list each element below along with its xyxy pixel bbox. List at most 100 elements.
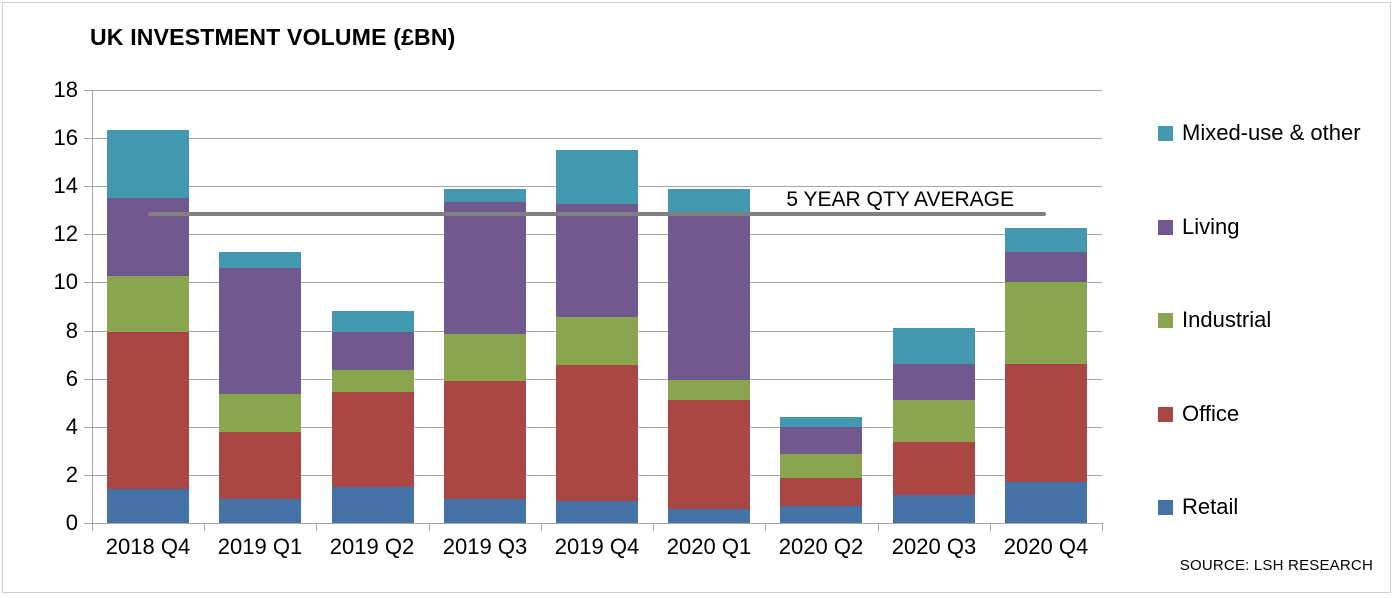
bar-segment-industrial-2020-Q2 <box>780 454 862 478</box>
legend-swatch-icon <box>1158 125 1173 141</box>
legend-item-retail: Retail <box>1158 493 1238 521</box>
legend-label: Mixed-use & other <box>1182 120 1361 145</box>
bar-segment-mixed-use-other-2020-Q3 <box>893 328 975 364</box>
bar-segment-retail-2019-Q3 <box>444 499 526 523</box>
bar-segment-office-2020-Q1 <box>668 400 750 509</box>
bar-segment-mixed-use-other-2018-Q4 <box>107 130 189 198</box>
legend-swatch-icon <box>1158 406 1173 422</box>
bar-segment-retail-2020-Q2 <box>780 506 862 523</box>
legend-item-industrial: Industrial <box>1158 306 1271 334</box>
bar-segment-mixed-use-other-2019-Q1 <box>219 252 301 268</box>
y-axis-tick <box>84 138 92 139</box>
bar-segment-living-2019-Q4 <box>556 204 638 317</box>
bar-segment-mixed-use-other-2020-Q4 <box>1005 228 1087 252</box>
gridline <box>92 90 1102 91</box>
x-axis-label: 2018 Q4 <box>105 534 191 559</box>
x-axis-label: 2020 Q2 <box>778 534 864 559</box>
y-axis-label: 12 <box>53 221 78 246</box>
x-axis-tick <box>541 523 542 531</box>
bar-segment-mixed-use-other-2020-Q1 <box>668 189 750 213</box>
bar-segment-office-2019-Q2 <box>332 392 414 487</box>
bar-segment-retail-2019-Q4 <box>556 501 638 523</box>
bar-segment-retail-2020-Q3 <box>893 495 975 523</box>
x-axis-label: 2019 Q4 <box>554 534 640 559</box>
bar-segment-industrial-2020-Q4 <box>1005 282 1087 364</box>
y-axis-tick <box>84 523 92 524</box>
y-axis-tick <box>84 379 92 380</box>
average-line <box>148 212 1046 216</box>
x-axis-tick <box>878 523 879 531</box>
chart-title: UK INVESTMENT VOLUME (£BN) <box>90 24 456 50</box>
y-axis-label: 18 <box>53 77 78 102</box>
bar-segment-industrial-2020-Q3 <box>893 400 975 442</box>
x-axis-label: 2019 Q2 <box>329 534 415 559</box>
bar-segment-industrial-2020-Q1 <box>668 380 750 400</box>
bar-segment-industrial-2019-Q4 <box>556 317 638 365</box>
x-axis-label: 2019 Q3 <box>442 534 528 559</box>
legend-swatch-icon <box>1158 219 1173 235</box>
bar-segment-retail-2020-Q1 <box>668 509 750 523</box>
bar-segment-industrial-2019-Q3 <box>444 334 526 381</box>
bar-segment-living-2020-Q3 <box>893 364 975 400</box>
y-axis-label: 10 <box>53 269 78 294</box>
bar-segment-retail-2020-Q4 <box>1005 482 1087 523</box>
bar-segment-mixed-use-other-2019-Q4 <box>556 150 638 204</box>
x-axis <box>92 523 1102 524</box>
x-axis-tick <box>653 523 654 531</box>
bar-segment-office-2020-Q2 <box>780 478 862 506</box>
bar-segment-mixed-use-other-2019-Q2 <box>332 311 414 332</box>
x-axis-label: 2019 Q1 <box>217 534 303 559</box>
bar-segment-office-2019-Q1 <box>219 432 301 499</box>
legend-label: Retail <box>1182 494 1239 519</box>
legend-item-office: Office <box>1158 400 1239 428</box>
x-axis-tick <box>990 523 991 531</box>
y-axis-label: 2 <box>65 462 78 487</box>
x-axis-tick <box>204 523 205 531</box>
legend-label: Industrial <box>1182 307 1272 332</box>
gridline <box>92 138 1102 139</box>
x-axis-label: 2020 Q1 <box>666 534 752 559</box>
legend-swatch-icon <box>1158 499 1173 515</box>
bar-segment-living-2019-Q3 <box>444 202 526 334</box>
legend-swatch-icon <box>1158 312 1173 328</box>
y-axis-label: 16 <box>53 125 78 150</box>
y-axis-tick <box>84 282 92 283</box>
legend-label: Living <box>1182 214 1240 239</box>
y-axis-tick <box>84 427 92 428</box>
bar-segment-living-2020-Q2 <box>780 427 862 454</box>
y-axis-tick <box>84 90 92 91</box>
x-axis-tick <box>765 523 766 531</box>
bar-segment-living-2020-Q4 <box>1005 252 1087 282</box>
bar-segment-retail-2019-Q1 <box>219 499 301 523</box>
bar-segment-office-2020-Q3 <box>893 442 975 495</box>
average-line-label: 5 YEAR QTY AVERAGE <box>786 188 1014 211</box>
bar-segment-living-2018-Q4 <box>107 198 189 276</box>
x-axis-tick <box>429 523 430 531</box>
bar-segment-living-2020-Q1 <box>668 213 750 380</box>
legend-label: Office <box>1182 401 1240 426</box>
bar-segment-retail-2019-Q2 <box>332 487 414 523</box>
x-axis-label: 2020 Q3 <box>891 534 977 559</box>
y-axis-label: 14 <box>53 173 78 198</box>
bar-segment-industrial-2019-Q1 <box>219 394 301 432</box>
legend-item-living: Living <box>1158 213 1239 241</box>
y-axis-label: 6 <box>65 366 78 391</box>
bar-segment-living-2019-Q2 <box>332 332 414 370</box>
bar-segment-mixed-use-other-2019-Q3 <box>444 189 526 202</box>
x-axis-label: 2020 Q4 <box>1003 534 1089 559</box>
y-axis-tick <box>84 475 92 476</box>
y-axis-tick <box>84 186 92 187</box>
y-axis-label: 8 <box>65 318 78 343</box>
bar-segment-living-2019-Q1 <box>219 268 301 394</box>
legend-item-mixed-use-other: Mixed-use & other <box>1158 119 1361 147</box>
bar-segment-office-2019-Q3 <box>444 381 526 499</box>
bar-segment-office-2018-Q4 <box>107 332 189 489</box>
source-note: SOURCE: LSH RESEARCH <box>1179 557 1373 574</box>
y-axis-tick <box>84 331 92 332</box>
x-axis-tick <box>92 523 93 531</box>
x-axis-tick <box>1102 523 1103 531</box>
bar-segment-retail-2018-Q4 <box>107 489 189 523</box>
bar-segment-office-2019-Q4 <box>556 365 638 501</box>
bar-segment-industrial-2019-Q2 <box>332 370 414 392</box>
